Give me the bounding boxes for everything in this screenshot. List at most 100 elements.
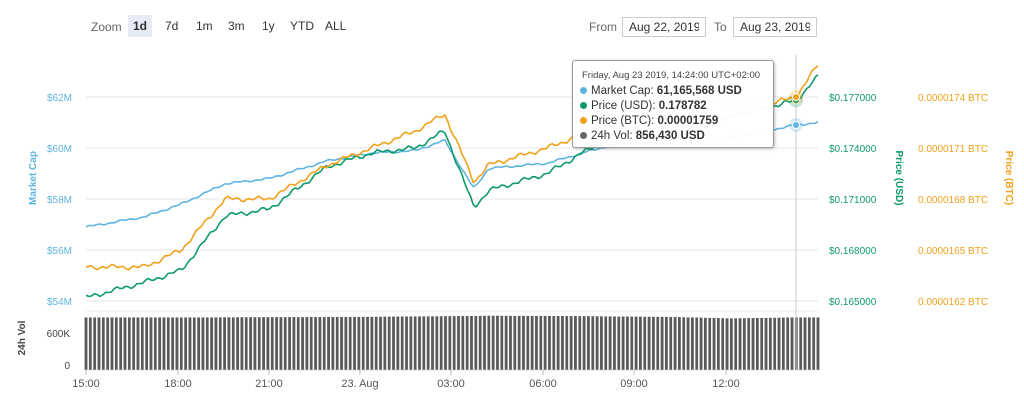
volume-bar <box>404 316 409 371</box>
price-usd-tick-label: $0.165000 <box>829 297 877 308</box>
volume-bar <box>322 316 327 371</box>
tooltip-date: Friday, Aug 23 2019, 14:24:00 UTC+02:00 <box>582 70 761 81</box>
volume-bar <box>378 316 383 371</box>
price-btc-axis-title: Price (BTC) <box>1003 151 1014 205</box>
volume-bar <box>590 315 595 371</box>
volume-bar <box>681 316 686 371</box>
volume-bar <box>513 315 517 371</box>
volume-bar <box>577 315 582 371</box>
price-btc-tick-label: 0.0000165 BTC <box>918 246 988 257</box>
volume-bar <box>500 315 504 371</box>
volume-bar <box>694 317 699 371</box>
volume-bar <box>166 317 171 371</box>
tooltip-row-volume: 24h Vol: 856,430 USD <box>580 130 705 142</box>
volume-bar <box>560 315 565 371</box>
tooltip-value: 61,165,568 USD <box>656 85 742 97</box>
volume-bar <box>84 317 88 371</box>
volume-bar <box>595 315 599 371</box>
volume-bar <box>508 315 513 371</box>
volume-bar <box>261 316 266 371</box>
volume-bar <box>131 317 136 371</box>
volume-bar <box>742 317 747 371</box>
volume-bar <box>383 316 387 371</box>
volume-bar <box>409 316 413 371</box>
zoom-7d-button[interactable]: 7d <box>160 15 183 37</box>
volume-bar <box>586 315 591 371</box>
volume-bar <box>335 316 340 371</box>
volume-bar <box>357 316 361 371</box>
price-usd-axis-title: Price (USD) <box>893 150 904 205</box>
from-label: From <box>589 20 617 34</box>
volume-bar <box>638 316 643 371</box>
volume-bar <box>729 317 734 371</box>
volume-bar <box>244 316 249 371</box>
zoom-3m-button[interactable]: 3m <box>223 15 250 37</box>
zoom-all-button[interactable]: ALL <box>320 15 351 37</box>
volume-bar <box>140 317 145 371</box>
volume-bar <box>352 316 357 371</box>
price-usd-tick-label: $0.174000 <box>829 144 877 155</box>
volume-bar <box>616 316 621 371</box>
x-tick-label: 09:00 <box>620 378 648 390</box>
x-tick-label: 15:00 <box>72 378 100 390</box>
x-tick-label: 21:00 <box>255 378 283 390</box>
volume-bar <box>772 317 777 371</box>
volume-bar <box>331 316 335 371</box>
volume-bar <box>798 317 803 371</box>
tooltip-label: Price (USD) <box>591 100 653 112</box>
volume-bar <box>309 316 314 371</box>
volume-bar <box>491 315 495 371</box>
volume-bar <box>673 316 677 371</box>
market-cap-axis-title: Market Cap <box>28 151 39 205</box>
volume-bar <box>136 317 140 371</box>
volume-bar <box>292 316 296 371</box>
market-cap-tick-label: $56M <box>47 246 72 257</box>
volume-bar <box>564 315 569 371</box>
volume-bar <box>504 315 508 371</box>
volume-bar <box>287 316 292 371</box>
volume-bar <box>647 316 651 371</box>
volume-bar <box>430 315 435 371</box>
volume-bar <box>222 316 227 371</box>
volume-bar <box>655 316 660 371</box>
volume-bar <box>179 317 184 371</box>
volume-bar <box>474 315 478 371</box>
volume-bar <box>534 315 539 371</box>
price-usd-dot-icon <box>580 102 587 109</box>
volume-bar <box>391 316 396 371</box>
volume-bar <box>755 317 760 371</box>
volume-bar <box>105 317 110 371</box>
volume-bar <box>452 315 456 371</box>
volume-tick-label: 600K <box>47 329 71 340</box>
to-date-input[interactable] <box>733 17 817 37</box>
zoom-label: Zoom <box>91 20 122 34</box>
volume-bar <box>768 317 773 371</box>
market-cap-tick-label: $62M <box>47 93 72 104</box>
volume-bar <box>209 316 214 371</box>
volume-bar <box>279 316 283 371</box>
tooltip-label: 24h Vol <box>591 130 630 142</box>
zoom-1d-button[interactable]: 1d <box>128 15 153 37</box>
from-date-input[interactable] <box>622 17 706 37</box>
volume-bar <box>612 316 617 371</box>
volume-bar <box>248 316 253 371</box>
volume-bar <box>634 316 638 371</box>
volume-bar <box>790 317 794 371</box>
volume-bar <box>253 316 257 371</box>
zoom-1y-button[interactable]: 1y <box>257 15 280 37</box>
volume-tick-label: 0 <box>64 361 70 372</box>
price-btc-tick-label: 0.0000162 BTC <box>918 297 988 308</box>
zoom-ytd-button[interactable]: YTD <box>285 15 319 37</box>
volume-bar <box>668 316 673 371</box>
volume-bar <box>807 317 812 371</box>
volume-bar <box>720 317 725 371</box>
chart-tooltip: Friday, Aug 23 2019, 14:24:00 UTC+02:00 … <box>572 60 774 148</box>
volume-bar <box>205 316 210 371</box>
volume-bar <box>361 316 366 371</box>
zoom-1m-button[interactable]: 1m <box>191 15 218 37</box>
price-btc-tick-label: 0.0000171 BTC <box>918 144 988 155</box>
volume-bar <box>699 317 703 371</box>
tooltip-value: 0.00001759 <box>657 115 719 127</box>
price-btc-tick-label: 0.0000168 BTC <box>918 195 988 206</box>
